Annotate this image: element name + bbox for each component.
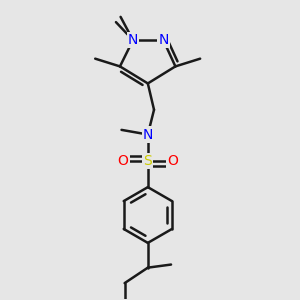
Text: N: N [142,128,153,142]
Text: N: N [158,33,169,47]
Text: N: N [128,33,138,47]
Text: S: S [143,154,152,168]
Text: O: O [167,154,178,168]
Text: O: O [118,154,128,168]
